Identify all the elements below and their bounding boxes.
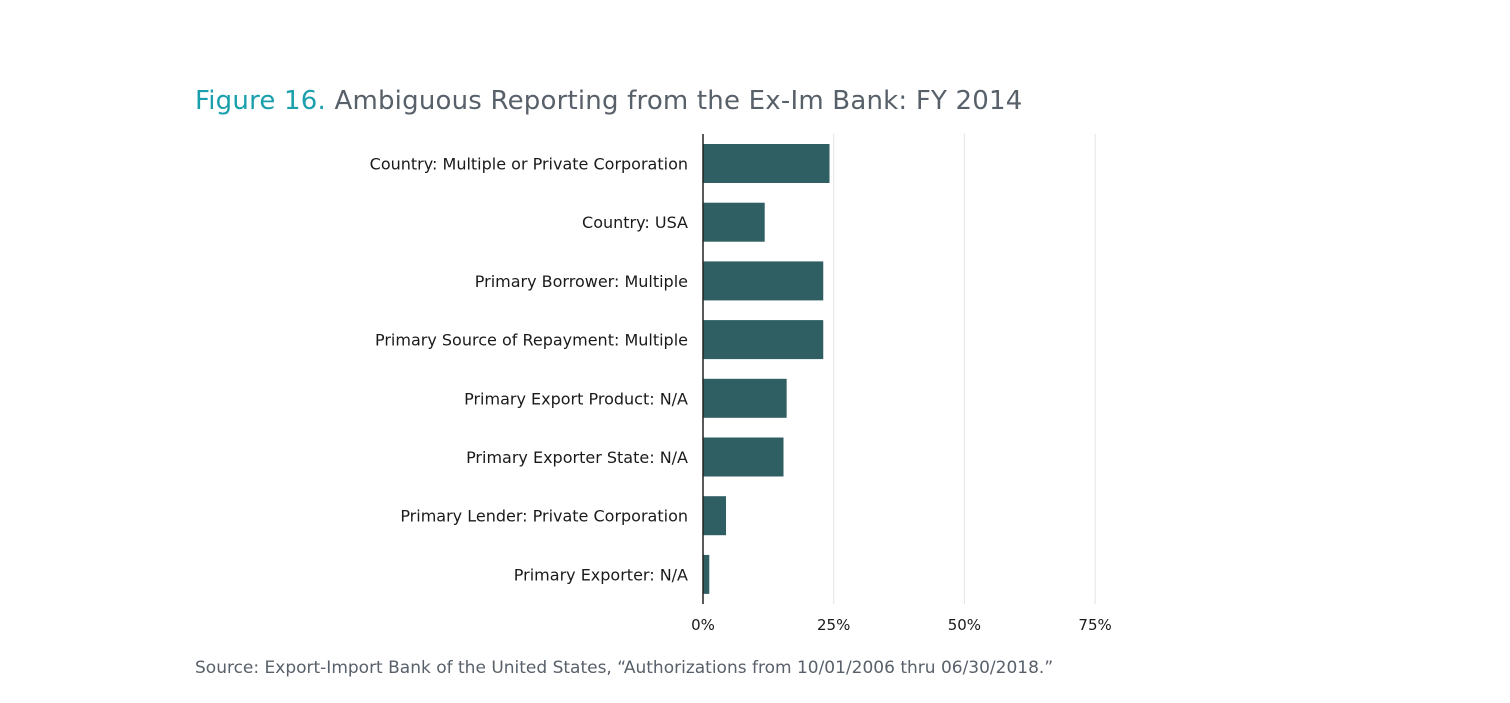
category-label-5: Primary Exporter State: N/A	[466, 448, 688, 467]
bar-5	[703, 437, 784, 477]
bar-4	[703, 378, 787, 418]
category-labels: Country: Multiple or Private Corporation…	[370, 155, 688, 585]
figure-number: Figure 16.	[195, 86, 326, 116]
gridlines	[833, 134, 1096, 604]
bar-6	[703, 496, 727, 536]
source-note: Source: Export-Import Bank of the United…	[195, 658, 1054, 678]
category-label-2: Primary Borrower: Multiple	[475, 272, 688, 291]
bars	[703, 144, 830, 594]
bar-3	[703, 320, 824, 360]
bar-2	[703, 261, 824, 301]
category-label-6: Primary Lender: Private Corporation	[400, 507, 688, 526]
chart-title: Figure 16. Ambiguous Reporting from the …	[195, 86, 1023, 116]
x-axis-tick-labels: 0% 25% 50% 75%	[691, 616, 1112, 634]
category-label-4: Primary Export Product: N/A	[464, 389, 688, 408]
category-label-3: Primary Source of Repayment: Multiple	[375, 331, 688, 350]
bar-1	[703, 202, 765, 242]
category-label-0: Country: Multiple or Private Corporation	[370, 155, 688, 174]
x-tick-label-1: 25%	[817, 616, 850, 634]
category-label-7: Primary Exporter: N/A	[514, 565, 688, 584]
bar-0	[703, 144, 830, 183]
x-tick-label-0: 0%	[691, 616, 715, 634]
x-tick-label-2: 50%	[948, 616, 981, 634]
bar-7	[703, 554, 710, 594]
x-tick-label-3: 75%	[1078, 616, 1111, 634]
category-label-1: Country: USA	[582, 213, 688, 232]
figure-title-text: Ambiguous Reporting from the Ex-Im Bank:…	[334, 86, 1023, 116]
bar-chart: Country: Multiple or Private Corporation…	[370, 134, 1112, 634]
